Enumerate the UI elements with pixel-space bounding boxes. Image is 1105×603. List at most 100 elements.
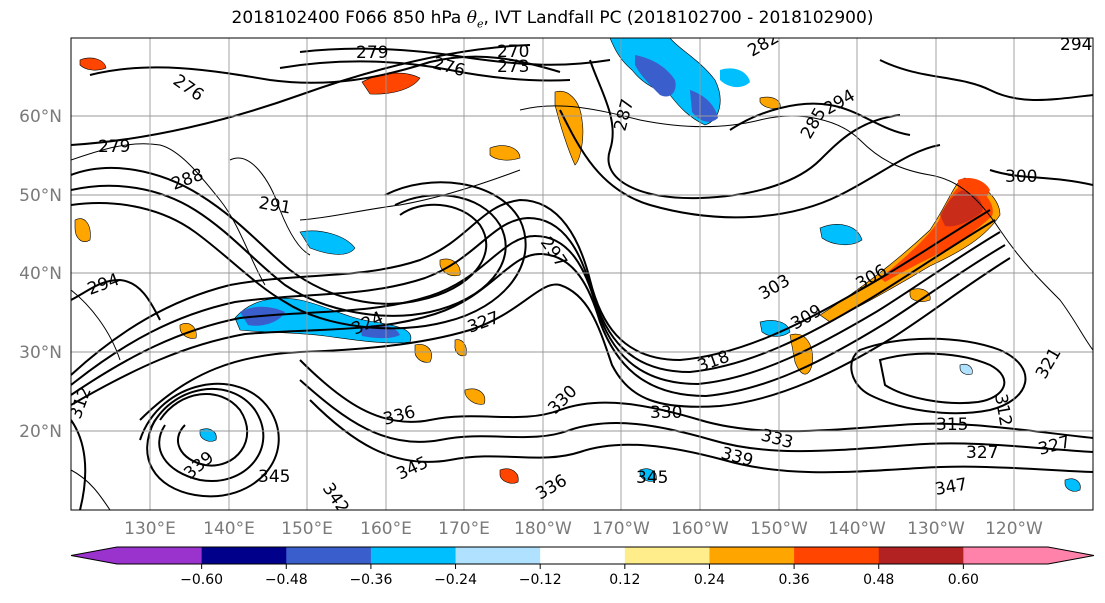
contour-label: 279 (356, 43, 388, 63)
shade-150w-blue (759, 320, 791, 337)
contour-line (878, 352, 1006, 405)
contour-label: 270 (497, 42, 529, 62)
contour-label: 279 (98, 137, 130, 157)
longitude-labels: 130°E 140°E 150°E 160°E 170°E 180°W 170°… (124, 519, 1043, 539)
coastline (299, 169, 521, 221)
graticule (71, 38, 1093, 510)
shade-orange-a (79, 57, 107, 71)
shade-alaska-light (720, 68, 750, 88)
lat-label-60n: 60°N (19, 107, 62, 127)
contour-line (71, 198, 991, 376)
shade-blue-a (199, 428, 217, 442)
shade-orange-l (464, 388, 486, 405)
contour-label: 300 (1005, 167, 1037, 187)
colorbar-tick-label: 0.48 (863, 572, 894, 588)
colorbar-segment (963, 547, 1049, 564)
colorbar-segment (794, 547, 880, 564)
contour-line (279, 60, 571, 82)
plot-frame (70, 37, 1094, 511)
shade-blue-c (959, 363, 973, 375)
colorbar-segment (878, 547, 964, 564)
lon-label-180w: 180°W (514, 519, 572, 539)
lon-label-160w: 160°W (671, 519, 729, 539)
colorbar-segments (70, 546, 1095, 565)
colorbar-tick-label: 0.60 (948, 572, 979, 588)
lon-label-140w: 140°W (828, 519, 886, 539)
contour-label: 273 (497, 57, 529, 77)
coastlines (71, 105, 1093, 510)
contour-line (139, 382, 280, 498)
contour-label: 345 (636, 468, 668, 488)
colorbar-segment (286, 547, 372, 564)
colorbar-segment (455, 547, 541, 564)
contour-line (71, 184, 507, 317)
contour-line (71, 44, 531, 146)
shade-blue-d (639, 468, 657, 482)
theta-e-contours (71, 44, 1093, 510)
shade-blue-b (1064, 478, 1081, 492)
contour-line (559, 109, 941, 219)
contour-line (71, 244, 1006, 406)
contour-label: 294 (1060, 35, 1092, 55)
contour-line (989, 169, 1093, 186)
contour-line (149, 388, 265, 483)
colorbar-segment (370, 547, 457, 564)
contour-line (309, 399, 1093, 474)
contour-line (879, 59, 1093, 101)
coastline (71, 289, 121, 361)
contour-label: 345 (258, 467, 290, 487)
colorbar-segment (201, 547, 287, 564)
colorbar-segment (709, 547, 795, 564)
colorbar-tick-label: 0.12 (609, 572, 640, 588)
contour-label: 327 (966, 443, 998, 463)
shade-alaska-blue2 (690, 90, 718, 122)
contour-line (71, 181, 527, 330)
contour-line (850, 337, 1027, 415)
shade-orange-b (489, 145, 521, 161)
colorbar: −0.60 −0.48 −0.36 −0.24 −0.12 0.12 0.24 0.36 0.4… (70, 546, 1095, 588)
colorbar-tick-label: −0.24 (434, 572, 477, 588)
shade-ar-core (940, 188, 983, 227)
contour-label: 315 (936, 415, 968, 435)
shade-orange-h (414, 344, 432, 363)
lat-label-50n: 50°N (19, 186, 62, 206)
colorbar-segment (540, 547, 626, 564)
contour-line (71, 419, 87, 510)
lon-label-170w: 170°W (592, 519, 650, 539)
contour-line (71, 216, 996, 386)
colorbar-tick-label: −0.36 (349, 572, 392, 588)
lon-label-130w: 130°W (907, 519, 965, 539)
latitude-labels: 60°N 50°N 40°N 30°N 20°N (19, 107, 62, 442)
colorbar-extend-under (71, 547, 117, 564)
lon-label-170e: 170°E (438, 519, 490, 539)
colorbar-segment (624, 547, 710, 564)
shade-orange-k (499, 468, 519, 484)
lon-label-160e: 160°E (360, 519, 412, 539)
colorbar-extend-over (1048, 547, 1094, 564)
contour-line (729, 102, 911, 136)
lon-label-150w: 150°W (750, 519, 808, 539)
coastline (71, 143, 266, 286)
figure-title: 2018102400 F066 850 hPa θe, IVT Landfall… (231, 8, 874, 31)
shade-140w-blue (819, 224, 863, 246)
lat-label-40n: 40°N (19, 264, 62, 284)
lat-label-20n: 20°N (19, 422, 62, 442)
shade-kamchatka-blue (299, 230, 356, 255)
coastline (229, 157, 311, 256)
colorbar-tick-label: −0.12 (519, 572, 562, 588)
contour-line (71, 278, 161, 321)
lon-label-130e: 130°E (124, 519, 176, 539)
contour-line (71, 166, 488, 305)
contour-label: 330 (650, 403, 682, 423)
contour-line (299, 379, 1093, 453)
lon-label-150e: 150°E (281, 519, 333, 539)
map-plot-area: 279 276 270 273 282 287 276 279 288 291 … (71, 35, 1093, 510)
contour-line (89, 55, 561, 84)
colorbar-outline (70, 546, 1095, 565)
contour-line (159, 393, 249, 467)
shade-ar-coast (958, 178, 990, 200)
contour-line (71, 231, 1001, 396)
colorbar-tick-label: 0.36 (779, 572, 810, 588)
shade-orange-d (74, 218, 91, 242)
